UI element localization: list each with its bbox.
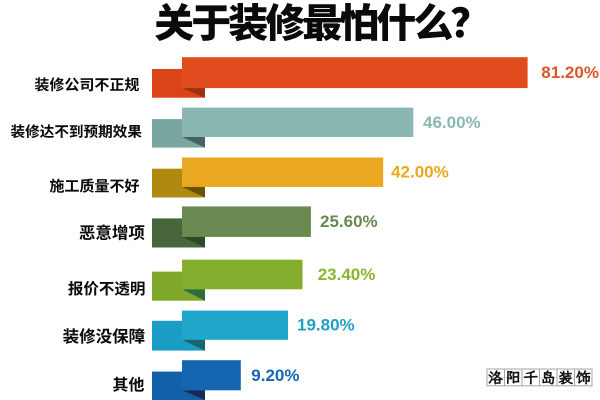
svg-text:23.40%: 23.40% — [318, 265, 376, 284]
svg-text:9.20%: 9.20% — [251, 366, 299, 385]
svg-text:46.00%: 46.00% — [423, 113, 481, 132]
svg-text:25.60%: 25.60% — [320, 212, 378, 231]
svg-text:42.00%: 42.00% — [391, 163, 449, 182]
svg-text:81.20%: 81.20% — [541, 63, 599, 82]
svg-text:19.80%: 19.80% — [297, 316, 355, 335]
